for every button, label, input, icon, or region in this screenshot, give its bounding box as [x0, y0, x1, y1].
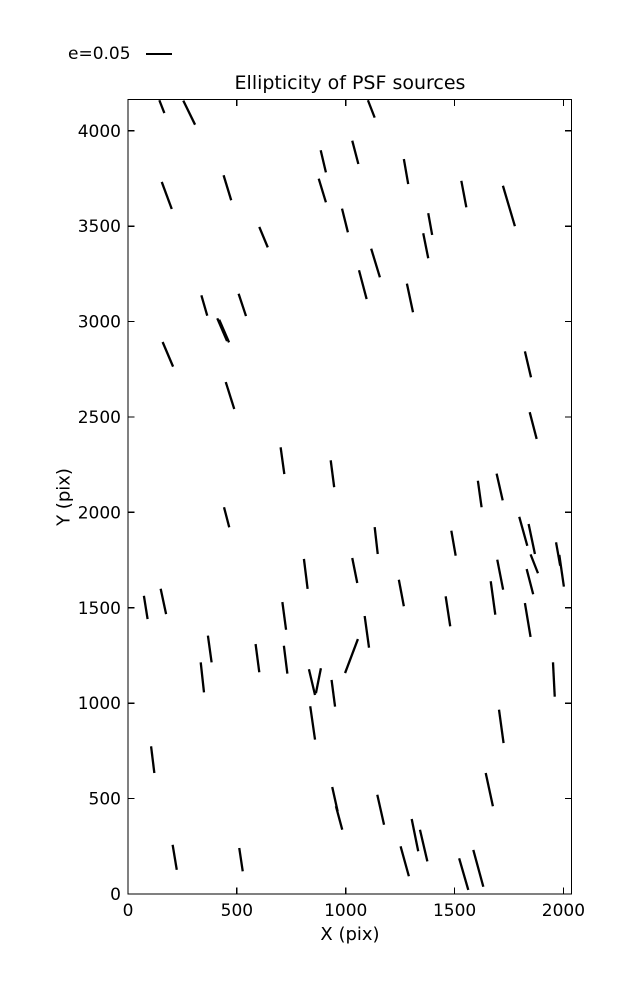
ellipticity-whisker [458, 858, 470, 891]
ellipticity-whisker [314, 668, 323, 694]
ellipticity-whisker [224, 381, 236, 410]
ellipticity-whisker [363, 615, 371, 648]
y-tick-label: 1000 [78, 694, 121, 714]
ellipticity-whisker [329, 460, 336, 488]
ellipticity-whisker [334, 805, 344, 830]
x-tick-label: 1500 [433, 901, 476, 921]
ellipticity-whisker [501, 185, 516, 227]
ellipticity-whisker [495, 473, 504, 501]
ellipticity-whisker [496, 559, 505, 590]
y-tick-label: 3000 [78, 313, 121, 333]
ellipticity-whisker [222, 506, 231, 528]
ellipticity-whisker [238, 847, 244, 872]
ellipticity-whisker [206, 635, 213, 663]
ellipticity-whisker [307, 668, 317, 696]
ellipticity-whisker [370, 248, 382, 278]
ellipticity-whisker [551, 662, 556, 697]
legend-reference-line [145, 53, 172, 55]
ellipticity-whisker [484, 772, 495, 807]
ellipticity-whisker [527, 523, 537, 555]
ellipticity-whisker [518, 516, 529, 547]
ellipticity-whisker [402, 158, 410, 185]
ellipticity-whisker [159, 588, 168, 615]
y-tick-label: 2000 [78, 503, 121, 523]
ellipticity-whisker [376, 794, 386, 825]
ellipticity-whisker [410, 818, 420, 852]
x-tick-label: 2000 [542, 901, 585, 921]
ellipticity-whisker [444, 596, 452, 627]
ellipticity-whisker [237, 293, 248, 317]
ellipticity-whisker [460, 180, 468, 208]
ellipticity-whisker [182, 100, 197, 126]
y-axis-label: Y (pix) [53, 468, 75, 526]
ellipticity-whisker [523, 602, 532, 638]
x-axis-label: X (pix) [320, 924, 380, 945]
ellipticity-whisker [397, 579, 405, 607]
ellipticity-whisker [399, 845, 410, 877]
ellipticity-whisker [171, 844, 178, 870]
ellipticity-whisker [343, 638, 359, 674]
ellipticity-whisker [472, 849, 485, 888]
y-tick-label: 3500 [78, 217, 121, 237]
ellipticity-whisker [418, 829, 429, 862]
ellipticity-whisker [450, 530, 457, 556]
ellipticity-whisker [158, 99, 166, 114]
y-tick-label: 2500 [78, 408, 121, 428]
x-tick-label: 500 [221, 901, 253, 921]
ellipticity-whisker [558, 554, 566, 587]
ellipticity-whisker [161, 341, 175, 368]
ellipticity-whisker [351, 557, 359, 584]
ellipticity-whisker [330, 679, 337, 707]
legend: e=0.05 [68, 44, 172, 64]
x-tick-label: 0 [123, 901, 134, 921]
ellipticity-whisker [222, 174, 233, 201]
y-tick-label: 0 [110, 885, 121, 905]
ellipticity-whisker [160, 181, 173, 210]
ellipticity-whisker [309, 706, 317, 740]
ellipticity-whisker [142, 595, 149, 620]
ellipticity-whisker [373, 526, 379, 555]
y-tick-label: 4000 [78, 122, 121, 142]
ellipticity-whisker [405, 283, 415, 313]
ellipticity-whisker [422, 233, 430, 259]
ellipticity-whisker [351, 140, 360, 165]
ellipticity-whisker [525, 568, 535, 595]
ellipticity-whisker [302, 558, 309, 590]
y-tick-label: 1500 [78, 599, 121, 619]
ellipticity-whisker [216, 317, 229, 342]
axes-frame [127, 98, 573, 895]
ellipticity-whisker [528, 411, 538, 440]
ellipticity-whisker [319, 149, 328, 173]
ellipticity-whisker [497, 709, 505, 744]
ellipticity-whisker [279, 447, 286, 475]
ellipticity-whisker [476, 480, 483, 508]
chart-title: Ellipticity of PSF sources [234, 72, 466, 94]
legend-label: e=0.05 [68, 44, 131, 64]
ellipticity-whisker [317, 178, 328, 203]
ellipticity-whisker [218, 319, 231, 343]
ellipticity-whisker [149, 746, 156, 774]
ellipticity-whisker [258, 226, 269, 248]
ellipticity-whisker [523, 351, 533, 378]
y-tick-label: 500 [89, 790, 121, 810]
ellipticity-whisker [366, 99, 376, 119]
ellipticity-whisker [340, 208, 350, 233]
ellipticity-whisker [529, 553, 540, 574]
x-tick-label: 1000 [324, 901, 367, 921]
ellipticity-whisker [199, 662, 206, 693]
ellipticity-whisker [357, 269, 368, 300]
ellipticity-whisker [282, 645, 289, 674]
ellipticity-whisker [254, 643, 261, 673]
ellipticity-whisker [281, 601, 288, 630]
ellipticity-whisker [489, 581, 497, 615]
ellipticity-whisker [427, 213, 434, 236]
ellipticity-whisker [200, 294, 209, 316]
